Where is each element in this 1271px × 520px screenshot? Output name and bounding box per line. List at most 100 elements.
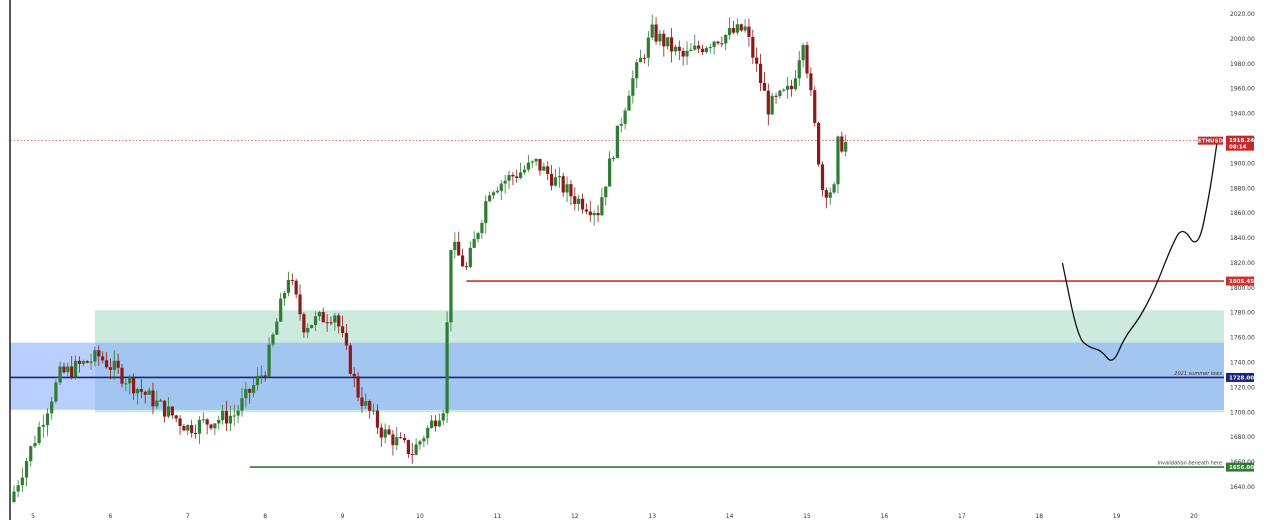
candle-body <box>97 350 101 357</box>
candle-body <box>360 397 364 406</box>
candle-body <box>310 325 314 328</box>
candle-body <box>286 280 291 293</box>
candle-body <box>433 420 438 427</box>
y-tick-label: 1780.00 <box>1230 310 1255 317</box>
candle-body <box>104 360 109 368</box>
candle-body <box>650 24 654 38</box>
x-tick-label: 19 <box>1113 513 1121 520</box>
x-tick-label: 6 <box>108 513 112 520</box>
candle-body <box>147 390 151 395</box>
candle-body <box>592 212 596 216</box>
candle-body <box>654 24 658 42</box>
x-tick-label: 10 <box>416 513 424 520</box>
x-tick-label: 5 <box>31 513 35 520</box>
candle-body <box>325 322 329 324</box>
candle-body <box>604 186 608 198</box>
candle-body <box>735 24 739 33</box>
candle-body <box>503 180 507 184</box>
candle-body <box>205 419 209 425</box>
candle-body <box>302 314 306 333</box>
candle-body <box>519 172 523 179</box>
countdown-label: 08:14 <box>1229 145 1247 151</box>
x-tick-label: 8 <box>263 513 267 520</box>
candle-body <box>379 427 383 438</box>
candle-body <box>666 37 670 47</box>
candle-body <box>774 95 778 97</box>
level-price-tag <box>1226 462 1254 472</box>
candle-body <box>162 400 167 417</box>
candle-body <box>66 366 70 373</box>
candle-body <box>697 45 701 49</box>
candle-body <box>484 201 488 223</box>
y-tick-label: 1640.00 <box>1230 484 1255 491</box>
candle-body <box>832 184 836 193</box>
candle-body <box>693 45 697 50</box>
y-tick-label: 1960.00 <box>1230 86 1255 93</box>
candle-body <box>515 176 519 179</box>
candle-body <box>371 410 376 412</box>
candle-body <box>700 48 705 53</box>
y-tick-label: 1820.00 <box>1230 260 1255 267</box>
candle-body <box>174 415 178 419</box>
candle-body <box>638 57 643 63</box>
level-note: Invalidation beneath here <box>1157 461 1222 467</box>
candle-body <box>306 327 310 333</box>
candle-body <box>565 184 569 193</box>
candle-body <box>298 294 302 315</box>
candle-body <box>255 375 260 386</box>
candle-body <box>805 45 809 74</box>
candle-body <box>724 34 728 44</box>
time-axis[interactable]: 5 6 7 8 9 10 11 12 13 14 15 16 17 18 19 20 <box>31 513 1198 520</box>
candle-body <box>797 60 801 79</box>
candle-body <box>538 158 542 171</box>
candle-body <box>313 316 318 326</box>
level-price-label: 1728.00 <box>1229 375 1254 381</box>
candle-body <box>778 90 782 97</box>
candle-body <box>743 26 747 31</box>
candle-body <box>619 123 623 126</box>
candle-body <box>37 426 41 444</box>
candle-body <box>546 166 550 174</box>
candle-body <box>240 398 244 411</box>
x-tick-label: 17 <box>958 513 966 520</box>
candle-body <box>739 24 743 31</box>
candle-body <box>348 345 352 374</box>
candle-body <box>588 211 592 216</box>
candle-body <box>329 322 333 324</box>
candle-body <box>758 63 763 84</box>
candle-body <box>387 429 391 435</box>
candle-body <box>193 433 198 435</box>
y-tick-label: 2020.00 <box>1230 11 1255 18</box>
candle-body <box>704 48 708 53</box>
candle-body <box>45 413 50 426</box>
candle-body <box>755 57 759 64</box>
candle-body <box>20 477 24 486</box>
candle-body <box>259 375 263 377</box>
candle-body <box>294 280 298 295</box>
candle-body <box>12 491 16 502</box>
candle-body <box>669 37 674 52</box>
candle-body <box>472 239 476 248</box>
candle-body <box>135 388 140 394</box>
support-zone <box>9 342 1224 410</box>
level-price-label: 1805.45 <box>1229 279 1254 285</box>
candle-body <box>631 78 635 96</box>
candle-body <box>321 311 325 323</box>
candle-body <box>391 434 395 446</box>
candle-body <box>677 46 681 51</box>
candle-body <box>646 37 650 58</box>
candle-body <box>81 361 85 364</box>
candle-body <box>282 292 287 299</box>
y-tick-label: 1760.00 <box>1230 335 1255 342</box>
candle-body <box>89 361 93 363</box>
candle-body <box>77 360 82 364</box>
symbol-tag <box>1198 136 1223 145</box>
candle-body <box>782 89 786 91</box>
candle-body <box>178 418 182 426</box>
candle-body <box>766 90 770 115</box>
candle-body <box>116 360 120 368</box>
candle-body <box>333 315 337 323</box>
candle-body <box>488 195 492 202</box>
